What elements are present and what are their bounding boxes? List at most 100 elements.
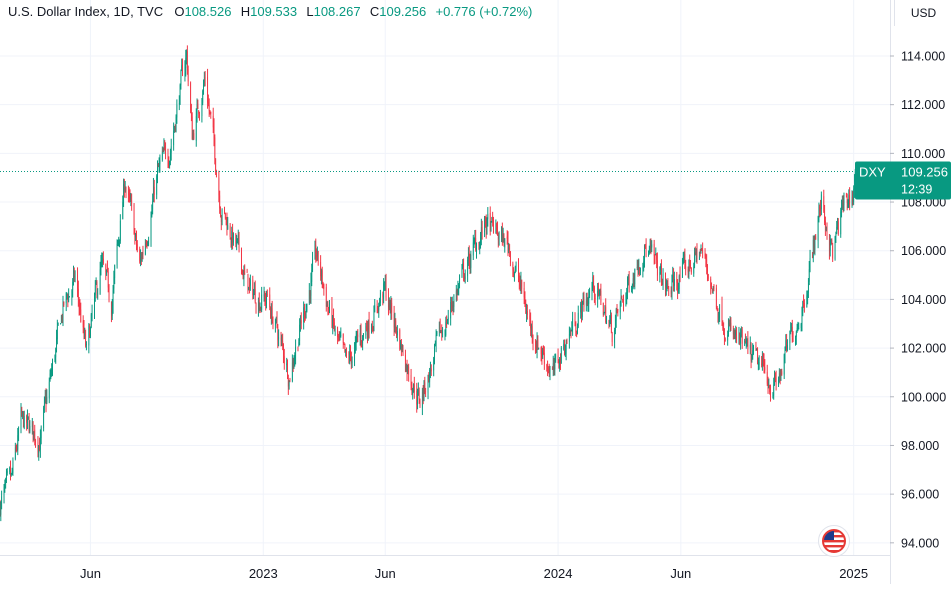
candle-body [118,239,119,242]
candle-body [10,468,11,475]
candle-body [394,314,395,327]
candle-body [141,257,142,260]
candle-body [278,337,279,339]
candle-body [227,225,228,229]
candle-body [798,329,799,330]
candle-body [510,252,511,264]
candle-body [425,391,426,393]
candle-body [420,401,421,406]
candle-body [638,267,639,273]
candle-body [151,218,152,240]
candle-body [807,294,808,297]
candle-body [632,288,633,289]
candle-body [476,248,477,252]
candle-body [401,342,402,350]
candle-body [332,304,333,326]
candle-body [819,207,820,215]
candle-body [614,330,615,343]
candle-body [380,293,381,303]
candle-body [188,69,189,81]
candle-body [181,72,182,85]
candle-body [733,331,734,334]
candle-body [785,340,786,350]
us-flag-icon[interactable] [818,525,850,557]
candle-body [502,228,503,243]
candle-body [787,345,788,350]
candle-body [286,364,287,366]
candle-body [397,331,398,335]
candle-body [349,352,350,360]
candle-body [300,321,301,325]
candle-body [367,328,368,338]
candle-body [537,340,538,349]
candle-body [541,348,542,354]
currency-selector[interactable]: USD [894,0,951,26]
candle-body [705,254,706,256]
candle-body [171,146,172,152]
candle-body [60,324,61,325]
candle-body [323,284,324,288]
price-axis[interactable]: 114.000112.000110.000108.000106.000104.0… [890,0,951,584]
y-tick-label: 102.000 [901,342,946,356]
candle-body [154,187,155,195]
candle-body [13,461,14,473]
candle-body [580,303,581,312]
candle-body [763,359,764,363]
candle-body [714,285,715,288]
candle-body [688,269,689,272]
candle-body [395,320,396,325]
candle-body [586,301,587,306]
candle-body [192,117,193,140]
candle-body [713,287,714,290]
candle-body [435,343,436,344]
candle-body [434,345,435,356]
candle-body [49,382,50,399]
candle-body [757,348,758,364]
candle-body [255,289,256,302]
y-tick-label: 94.000 [901,536,939,550]
candle-body [109,288,110,300]
candle-body [122,202,123,219]
candle-body [222,210,223,222]
candle-body [357,334,358,336]
candle-body [288,379,289,387]
candle-body [235,234,236,243]
candle-body [213,116,214,128]
candle-body [503,235,504,242]
candle-body [55,357,56,360]
candle-body [44,399,45,407]
candle-body [605,307,606,322]
candle-body [143,253,144,254]
candle-body [108,272,109,288]
candle-body [729,326,730,327]
candle-body [186,51,187,57]
candle-body [610,316,611,321]
candle-body [708,274,709,278]
candle-body [63,302,64,320]
candle-body [1,496,2,503]
candle-body [273,323,274,324]
candle-body [820,208,821,211]
candle-body [567,342,568,343]
candle-body [83,321,84,328]
candle-body [405,355,406,371]
candle-body [600,289,601,290]
candle-body [667,283,668,284]
candle-body [492,217,493,220]
candle-body [719,307,720,319]
candle-body [724,334,725,339]
candle-body [775,377,776,380]
candle-body [457,290,458,295]
candle-body [774,375,775,385]
candle-body [182,65,183,76]
candle-body [180,85,181,105]
candle-body [480,238,481,243]
candle-body [448,317,449,320]
candle-body [97,282,98,293]
candle-body [88,326,89,346]
candle-body [606,322,607,323]
candle-body [712,290,713,292]
